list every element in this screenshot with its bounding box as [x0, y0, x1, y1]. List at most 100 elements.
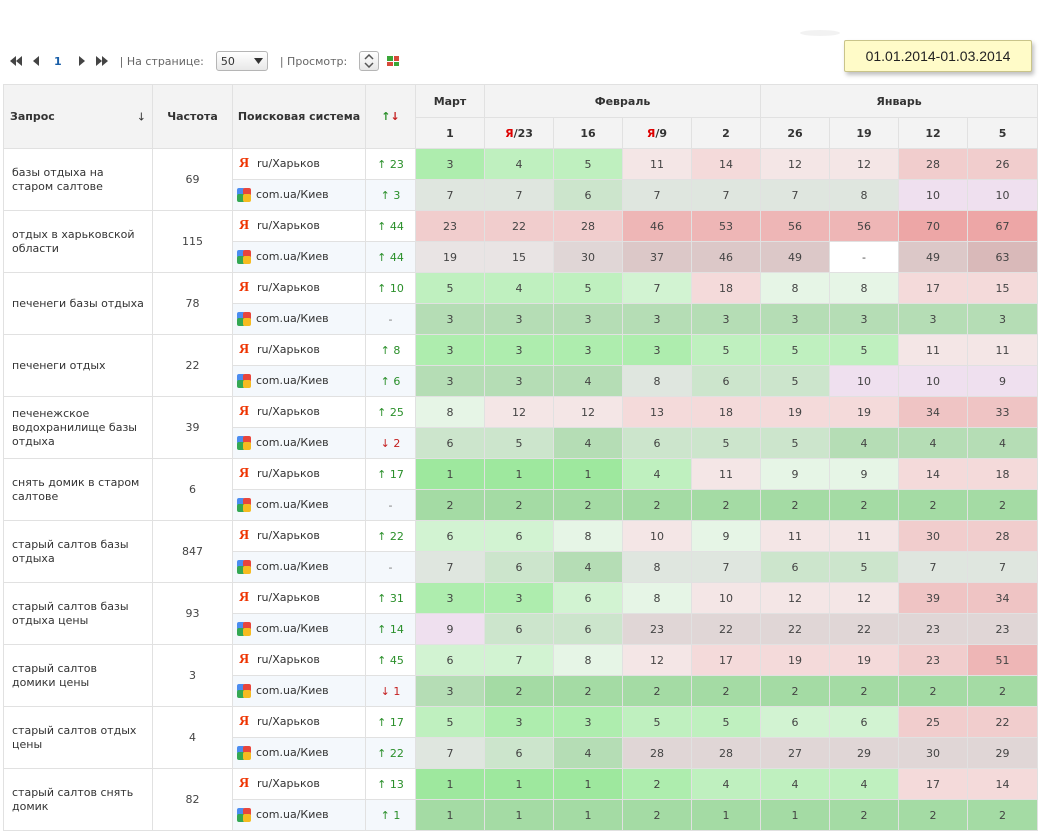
position-cell[interactable]: 18: [690, 272, 762, 304]
position-cell[interactable]: 19: [760, 396, 831, 428]
position-cell[interactable]: 12: [484, 396, 554, 428]
position-cell[interactable]: 49: [760, 241, 831, 273]
position-cell[interactable]: 9: [760, 458, 831, 490]
position-cell[interactable]: 11: [898, 334, 969, 366]
position-cell[interactable]: 25: [898, 706, 969, 738]
position-cell[interactable]: 5: [484, 427, 554, 459]
position-cell[interactable]: 10: [690, 582, 762, 614]
position-cell[interactable]: 8: [553, 520, 623, 552]
position-cell[interactable]: 27: [760, 737, 831, 769]
position-cell[interactable]: 1: [553, 799, 623, 831]
date-header[interactable]: Я/23: [484, 117, 554, 149]
position-cell[interactable]: 15: [484, 241, 554, 273]
position-cell[interactable]: 2: [829, 675, 900, 707]
position-cell[interactable]: 8: [622, 582, 692, 614]
position-cell[interactable]: 26: [967, 148, 1039, 180]
position-cell[interactable]: 9: [829, 458, 900, 490]
position-cell[interactable]: 19: [415, 241, 485, 273]
position-cell[interactable]: 3: [484, 334, 554, 366]
position-cell[interactable]: 3: [415, 365, 485, 397]
position-cell[interactable]: 7: [484, 644, 554, 676]
position-cell[interactable]: 2: [622, 768, 692, 800]
position-cell[interactable]: 6: [484, 551, 554, 583]
position-cell[interactable]: 10: [622, 520, 692, 552]
position-cell[interactable]: 3: [415, 334, 485, 366]
position-cell[interactable]: 4: [829, 427, 900, 459]
position-cell[interactable]: 1: [553, 458, 623, 490]
position-cell[interactable]: 67: [967, 210, 1039, 242]
query-cell[interactable]: печенеги базы отдыха: [3, 272, 153, 335]
position-cell[interactable]: 7: [967, 551, 1039, 583]
position-cell[interactable]: 4: [829, 768, 900, 800]
position-cell[interactable]: 3: [415, 303, 485, 335]
position-cell[interactable]: 8: [829, 272, 900, 304]
position-cell[interactable]: 46: [690, 241, 762, 273]
position-cell[interactable]: 28: [967, 520, 1039, 552]
position-cell[interactable]: 15: [967, 272, 1039, 304]
position-cell[interactable]: 2: [553, 675, 623, 707]
position-cell[interactable]: 11: [760, 520, 831, 552]
date-header[interactable]: 26: [760, 117, 831, 149]
position-cell[interactable]: 11: [622, 148, 692, 180]
position-cell[interactable]: 4: [898, 427, 969, 459]
position-cell[interactable]: 10: [898, 179, 969, 211]
position-cell[interactable]: 6: [829, 706, 900, 738]
position-cell[interactable]: 7: [415, 179, 485, 211]
position-cell[interactable]: 6: [415, 427, 485, 459]
position-cell[interactable]: 18: [690, 396, 762, 428]
view-color-button[interactable]: [383, 51, 403, 71]
date-header[interactable]: 12: [898, 117, 969, 149]
position-cell[interactable]: 1: [415, 458, 485, 490]
position-cell[interactable]: 5: [829, 551, 900, 583]
position-cell[interactable]: 13: [622, 396, 692, 428]
position-cell[interactable]: 6: [484, 613, 554, 645]
position-cell[interactable]: 10: [898, 365, 969, 397]
next-page-icon[interactable]: [74, 53, 90, 69]
position-cell[interactable]: 4: [553, 365, 623, 397]
date-header[interactable]: 5: [967, 117, 1039, 149]
query-cell[interactable]: старый салтов домики цены: [3, 644, 153, 707]
position-cell[interactable]: 2: [760, 675, 831, 707]
position-cell[interactable]: 8: [622, 365, 692, 397]
position-cell[interactable]: 19: [829, 644, 900, 676]
position-cell[interactable]: 10: [829, 365, 900, 397]
position-cell[interactable]: 5: [690, 427, 762, 459]
position-cell[interactable]: 5: [690, 706, 762, 738]
position-cell[interactable]: 17: [898, 768, 969, 800]
position-cell[interactable]: 11: [967, 334, 1039, 366]
position-cell[interactable]: 1: [484, 768, 554, 800]
position-cell[interactable]: 2: [690, 489, 762, 521]
position-cell[interactable]: 5: [553, 148, 623, 180]
position-cell[interactable]: 12: [829, 582, 900, 614]
position-cell[interactable]: 12: [760, 582, 831, 614]
position-cell[interactable]: 29: [967, 737, 1039, 769]
position-cell[interactable]: 4: [967, 427, 1039, 459]
position-cell[interactable]: 12: [760, 148, 831, 180]
position-cell[interactable]: 5: [829, 334, 900, 366]
position-cell[interactable]: 2: [415, 489, 485, 521]
position-cell[interactable]: 46: [622, 210, 692, 242]
position-cell[interactable]: 11: [829, 520, 900, 552]
position-cell[interactable]: 22: [967, 706, 1039, 738]
position-cell[interactable]: 8: [415, 396, 485, 428]
current-page[interactable]: 1: [54, 54, 62, 68]
query-cell[interactable]: старый салтов базы отдыха: [3, 520, 153, 583]
position-cell[interactable]: 8: [553, 644, 623, 676]
position-cell[interactable]: 6: [553, 179, 623, 211]
position-cell[interactable]: 2: [898, 675, 969, 707]
date-header[interactable]: 16: [553, 117, 623, 149]
position-cell[interactable]: 3: [484, 365, 554, 397]
query-cell[interactable]: отдых в харьковской области: [3, 210, 153, 273]
position-cell[interactable]: 5: [760, 427, 831, 459]
position-cell[interactable]: 30: [898, 737, 969, 769]
position-cell[interactable]: 23: [415, 210, 485, 242]
position-cell[interactable]: 2: [760, 489, 831, 521]
position-cell[interactable]: 4: [622, 458, 692, 490]
date-header[interactable]: 1: [415, 117, 485, 149]
date-range-badge[interactable]: 01.01.2014-01.03.2014: [844, 40, 1032, 72]
position-cell[interactable]: 5: [690, 334, 762, 366]
position-cell[interactable]: 22: [760, 613, 831, 645]
query-cell[interactable]: старый салтов снять домик: [3, 768, 153, 831]
position-cell[interactable]: 1: [415, 768, 485, 800]
position-cell[interactable]: 7: [622, 179, 692, 211]
